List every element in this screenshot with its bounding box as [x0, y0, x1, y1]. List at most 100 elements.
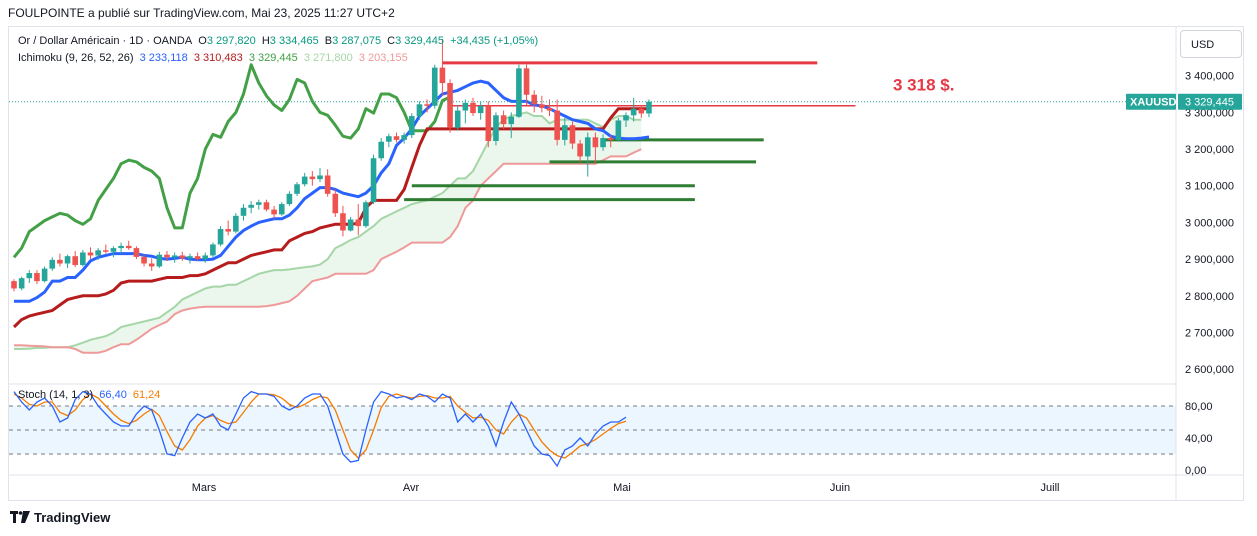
- candle: [95, 248, 101, 260]
- candle-body: [41, 268, 48, 282]
- ichimoku-kijun-value: 3 310,483: [193, 52, 243, 64]
- candle: [125, 240, 132, 250]
- candle: [439, 39, 446, 96]
- candle-body: [363, 202, 369, 227]
- stoch-label: Stoch (14, 1, 3): [18, 389, 94, 401]
- candle: [80, 249, 86, 267]
- candle-body: [431, 67, 438, 106]
- candle-body: [439, 67, 446, 84]
- candle-body: [416, 104, 423, 117]
- candle-body: [600, 138, 606, 148]
- candle-body: [539, 104, 545, 108]
- candle-body: [569, 125, 576, 144]
- close-label: C: [387, 35, 396, 47]
- candle: [248, 201, 254, 214]
- symbol-name: Or / Dollar Américain · 1D · OANDA: [18, 35, 193, 47]
- last-price-badge-text: 3 329,445: [1185, 97, 1234, 109]
- price-tick-label: 3 000,000: [1185, 217, 1234, 229]
- stoch-tick-label: 0,00: [1185, 465, 1206, 477]
- candle-body: [210, 244, 216, 256]
- candle: [141, 254, 147, 267]
- ichimoku-chikou-value: 3 329,445: [248, 52, 298, 64]
- symbol-legend: Or / Dollar Américain · 1D · OANDA O3 29…: [18, 35, 541, 47]
- candle-body: [18, 278, 25, 289]
- candle: [26, 270, 33, 283]
- candle: [240, 204, 247, 221]
- stoch-tick-label: 80,00: [1185, 401, 1213, 413]
- ichimoku-legend: Ichimoku (9, 26, 52, 26) 3 233,118 3 310…: [18, 52, 411, 64]
- candle-body: [187, 256, 193, 259]
- candle: [225, 220, 231, 236]
- price-tick-label: 3 100,000: [1185, 181, 1234, 193]
- candle-body: [340, 213, 346, 231]
- time-tick-label: Juill: [1041, 482, 1060, 494]
- candle: [278, 202, 285, 216]
- candle: [49, 257, 56, 271]
- candle: [332, 189, 339, 217]
- candle: [462, 99, 469, 124]
- candle: [431, 64, 438, 109]
- candle: [202, 252, 209, 263]
- currency-button[interactable]: USD: [1180, 30, 1242, 58]
- candle: [156, 251, 163, 268]
- candle-body: [470, 102, 476, 114]
- candle-body: [424, 104, 430, 106]
- ichimoku-span-b-value: 3 203,155: [358, 52, 408, 64]
- candle: [401, 132, 407, 144]
- candle: [286, 191, 293, 206]
- candle: [347, 216, 354, 232]
- price-tick-label: 3 300,000: [1185, 107, 1234, 119]
- change-value: +34,435 (+1,05%): [450, 35, 539, 47]
- candle: [546, 99, 553, 117]
- symbol-badge: XAUUSD: [1126, 93, 1177, 110]
- ichimoku-label: Ichimoku (9, 26, 52, 26): [18, 52, 134, 64]
- candle-body: [286, 193, 293, 205]
- publish-header: FOULPOINTE a publié sur TradingView.com,…: [8, 6, 395, 20]
- candle: [340, 205, 346, 237]
- candle: [210, 242, 216, 258]
- candle-body: [485, 105, 492, 141]
- candle-body: [87, 252, 94, 256]
- candle: [378, 138, 384, 161]
- candle: [370, 154, 377, 205]
- high-label: H: [261, 35, 270, 47]
- candle: [569, 121, 576, 150]
- candle-body: [546, 107, 553, 111]
- candle: [584, 132, 591, 177]
- candle-body: [516, 68, 522, 117]
- candle-body: [194, 256, 201, 260]
- candle: [194, 252, 201, 261]
- stoch-d-value: 61,24: [132, 389, 161, 401]
- time-tick-label: Mai: [613, 482, 631, 494]
- stoch-k-value: 66,40: [99, 389, 127, 401]
- open-value: 3 297,820: [206, 35, 256, 47]
- candle: [324, 169, 331, 197]
- candle: [64, 254, 71, 268]
- candle-body: [80, 252, 86, 265]
- candle-body: [217, 229, 224, 245]
- candle-body: [118, 245, 124, 249]
- candle: [470, 97, 476, 117]
- close-value: 3 329,445: [395, 35, 445, 47]
- chart-frame: [8, 26, 1244, 501]
- candle: [592, 132, 599, 164]
- candle-body: [447, 83, 453, 128]
- candle: [554, 99, 560, 146]
- candle-body: [49, 259, 56, 269]
- candle-body: [11, 281, 17, 289]
- candle: [454, 105, 461, 131]
- stoch-legend: Stoch (14, 1, 3) 66,40 61,24: [18, 389, 163, 401]
- last-price-badge-bg: [1178, 93, 1242, 110]
- candle: [271, 205, 277, 219]
- candle: [409, 113, 415, 139]
- candle: [424, 99, 430, 113]
- stoch-tick-label: 40,00: [1185, 433, 1213, 445]
- candle-body: [623, 115, 629, 121]
- candle-body: [500, 115, 507, 125]
- candle: [301, 172, 308, 187]
- candle: [355, 204, 362, 236]
- candle: [233, 213, 239, 234]
- candle-body: [148, 263, 155, 267]
